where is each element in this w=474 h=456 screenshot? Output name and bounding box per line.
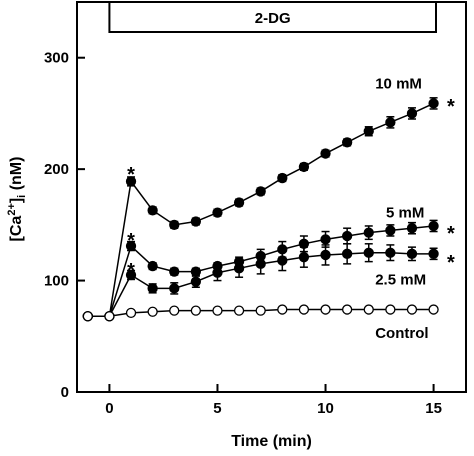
data-point	[147, 260, 158, 272]
data-point	[406, 248, 418, 259]
data-point-open	[212, 305, 223, 316]
treatment-bar-label: 2-DG	[255, 10, 291, 27]
data-point	[363, 247, 374, 258]
treatment-bar	[108, 1, 438, 33]
data-point-open	[169, 305, 180, 316]
data-point-open	[233, 305, 245, 316]
x-tick-label: 10	[317, 400, 334, 417]
significance-star: *	[127, 164, 135, 186]
x-tick-label: 15	[425, 400, 442, 417]
data-point	[147, 283, 158, 294]
significance-star: *	[127, 260, 135, 282]
data-point	[255, 186, 266, 197]
series-label: 10 mM	[375, 75, 422, 92]
data-point	[169, 266, 180, 277]
data-point-open	[190, 305, 202, 316]
data-point-open	[277, 304, 288, 315]
data-point	[406, 108, 418, 119]
y-axis-title-close: ]	[8, 198, 25, 203]
data-point	[233, 197, 245, 208]
data-point-open	[320, 304, 331, 315]
y-axis-title-unit: (nM)	[8, 157, 25, 195]
data-point	[320, 249, 331, 261]
data-point	[385, 225, 396, 236]
data-point	[125, 240, 137, 252]
data-point-open	[406, 304, 418, 315]
significance-star: *	[447, 252, 455, 274]
y-tick-label: 300	[44, 50, 69, 67]
data-point-open	[147, 306, 158, 317]
data-point	[320, 148, 331, 159]
data-point	[385, 117, 396, 128]
data-point	[363, 126, 374, 137]
data-point	[341, 230, 353, 242]
data-point-open	[363, 304, 374, 315]
series-label: 2.5 mM	[375, 271, 426, 288]
significance-star: *	[447, 96, 455, 118]
y-axis-title-sub: i	[16, 195, 28, 198]
x-tick-label: 0	[105, 400, 113, 417]
data-point	[428, 220, 439, 232]
data-point	[428, 248, 439, 259]
data-point	[298, 252, 310, 263]
x-tick-label: 5	[213, 400, 221, 417]
data-point	[320, 234, 331, 245]
data-point	[169, 219, 180, 231]
y-axis-title-sup: 2+	[6, 203, 18, 216]
data-point	[298, 161, 310, 173]
data-point	[406, 223, 418, 234]
data-point	[125, 269, 137, 281]
series-label: Control	[375, 325, 428, 342]
treatment-bar-group: 2-DG	[108, 1, 438, 33]
data-point-open	[341, 304, 353, 315]
data-point	[341, 248, 353, 259]
significance-star: *	[447, 223, 455, 245]
data-point	[233, 263, 245, 274]
significance-star: *	[127, 230, 135, 252]
plot-frame	[76, 1, 467, 393]
data-point-open	[82, 311, 93, 322]
data-point	[190, 276, 202, 287]
series-2-5-mm	[82, 243, 439, 322]
data-point-open	[125, 307, 137, 319]
data-point	[341, 137, 353, 148]
y-axis-title: [Ca2+]i (nM)	[6, 157, 28, 242]
data-point	[147, 205, 158, 216]
data-point	[212, 207, 223, 218]
data-point-open	[385, 304, 396, 315]
y-tick-label: 200	[44, 161, 69, 178]
data-point	[255, 258, 266, 270]
series-label: 5 mM	[386, 205, 424, 222]
data-point	[190, 266, 202, 277]
data-point-open	[255, 305, 266, 316]
data-point	[277, 255, 288, 266]
data-point	[190, 216, 202, 227]
data-point	[169, 283, 180, 294]
data-point	[363, 227, 374, 238]
data-point	[212, 267, 223, 278]
data-point-open	[104, 311, 115, 322]
series-control	[82, 304, 439, 322]
y-axis-title-main: [Ca	[8, 216, 25, 242]
y-tick-label: 0	[61, 384, 69, 401]
data-point	[125, 176, 137, 187]
data-point	[277, 172, 288, 184]
data-point-open	[298, 304, 310, 315]
data-point	[428, 98, 439, 109]
x-axis-title: Time (min)	[231, 433, 312, 450]
data-point-open	[428, 304, 439, 315]
y-tick-label: 100	[44, 273, 69, 290]
data-point	[385, 247, 396, 258]
